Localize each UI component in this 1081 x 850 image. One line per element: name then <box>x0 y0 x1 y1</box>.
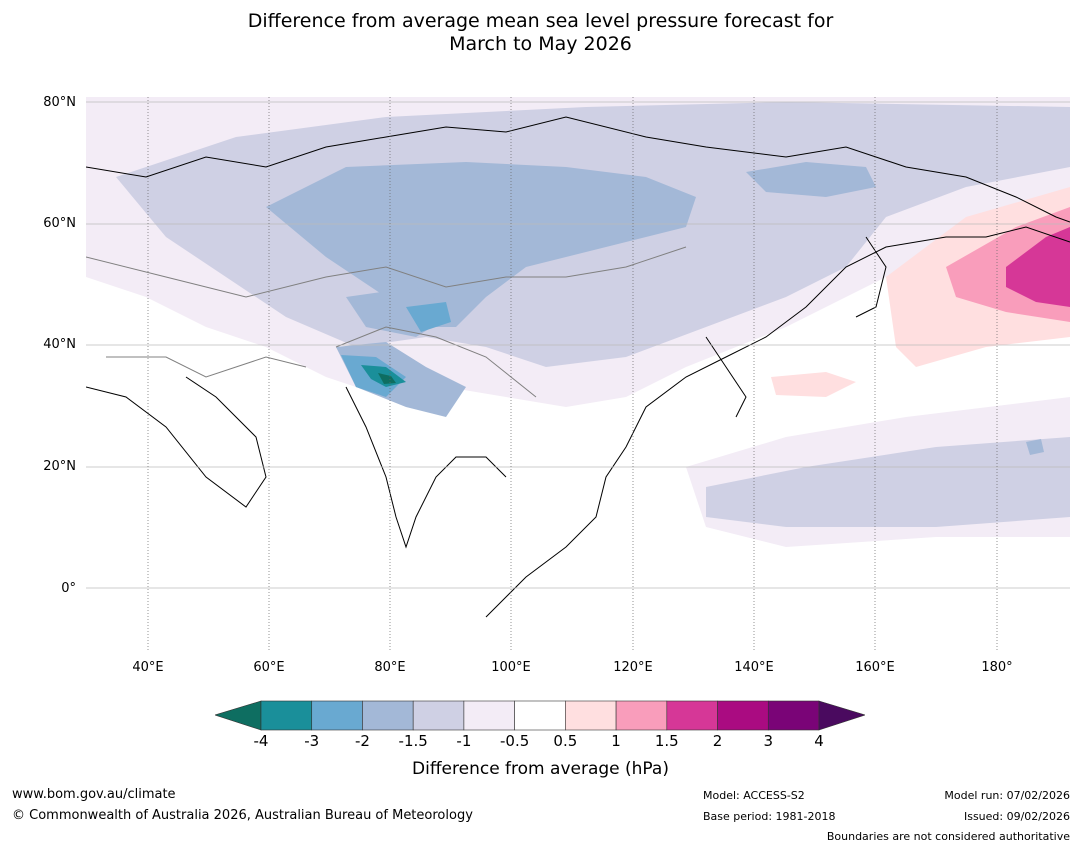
lon-label-80e: 80°E <box>374 660 406 675</box>
lon-label-140e: 140°E <box>734 660 774 675</box>
anomaly-contours <box>86 97 1070 547</box>
colorbar-segment <box>412 700 465 731</box>
colorbar-segment <box>666 700 718 731</box>
coast-arctic <box>86 116 1070 223</box>
colorbar-segment <box>260 700 313 731</box>
lon-label-180: 180° <box>981 660 1013 675</box>
lat-label-0: 0° <box>61 581 76 596</box>
lon-label-100e: 100°E <box>491 660 531 675</box>
boundaries-disclaimer: Boundaries are not considered authoritat… <box>826 830 1070 843</box>
issued-date: Issued: 09/02/2026 <box>963 810 1070 823</box>
colorbar-tick-label: 4 <box>814 732 824 750</box>
base-period: Base period: 1981-2018 <box>703 810 836 823</box>
coast-arabia <box>86 376 267 508</box>
pressure-anomaly-map <box>86 97 1070 650</box>
contour-magenta <box>1006 227 1070 307</box>
colorbar-tick-label: 3 <box>763 732 774 750</box>
colorbar <box>215 700 865 731</box>
copyright-text: © Commonwealth of Australia 2026, Austra… <box>12 808 473 823</box>
colorbar-segment <box>514 700 566 731</box>
contour-pink-small <box>771 372 856 397</box>
chart-title: Difference from average mean sea level p… <box>0 10 1081 56</box>
colorbar-segment <box>463 700 515 731</box>
map-svg <box>86 97 1070 650</box>
colorbar-tick-label: -2 <box>354 732 370 750</box>
colorbar-tick-label: -4 <box>253 732 269 750</box>
colorbar-extend-high <box>818 700 865 731</box>
model-name: Model: ACCESS-S2 <box>703 789 805 802</box>
title-line-2: March to May 2026 <box>449 33 632 55</box>
title-line-1: Difference from average mean sea level p… <box>247 10 834 32</box>
colorbar-tick-label: 0.5 <box>553 732 578 750</box>
lon-label-120e: 120°E <box>613 660 653 675</box>
graticule <box>86 97 1070 650</box>
lat-label-20: 20°N <box>43 459 76 474</box>
coastlines <box>86 116 1070 618</box>
contour-blue-pacific-spot <box>1026 439 1044 455</box>
colorbar-segment <box>717 700 769 731</box>
colorbar-segments <box>215 700 865 731</box>
contour-blue-east <box>746 162 876 197</box>
coast-japan <box>705 336 747 418</box>
colorbar-tick-label: 1 <box>611 732 621 750</box>
coast-india <box>345 386 507 549</box>
contour-deep-teal <box>378 373 396 384</box>
colorbar-tick-label: -3 <box>304 732 320 750</box>
colorbar-segment <box>565 700 617 731</box>
colorbar-extend-low <box>215 700 262 731</box>
colorbar-segment <box>615 700 668 731</box>
colorbar-tick-label: 1.5 <box>654 732 679 750</box>
contour-blue-dark-1 <box>406 302 451 332</box>
contour-lavender-pacific-inner <box>706 437 1070 527</box>
colorbar-tick-label: -1.5 <box>398 732 428 750</box>
lon-label-40e: 40°E <box>132 660 164 675</box>
colorbar-tick-label: -1 <box>456 732 472 750</box>
border-middle-east <box>106 356 307 378</box>
country-borders <box>86 246 687 398</box>
border-china-west <box>335 326 537 398</box>
colorbar-label: Difference from average (hPa) <box>412 759 669 779</box>
colorbar-segment <box>362 700 414 731</box>
contour-blue-siberia <box>266 162 696 327</box>
model-run-date: Model run: 07/02/2026 <box>944 789 1070 802</box>
colorbar-segment <box>767 700 820 731</box>
border-russia-south <box>86 246 687 298</box>
colorbar-segment <box>311 700 363 731</box>
coast-pacific <box>485 226 1070 618</box>
lon-label-60e: 60°E <box>253 660 285 675</box>
lon-label-160e: 160°E <box>855 660 895 675</box>
coast-kamchatka <box>855 236 887 318</box>
website-link[interactable]: www.bom.gov.au/climate <box>12 787 176 802</box>
lat-label-80: 80°N <box>43 95 76 110</box>
colorbar-tick-label: 2 <box>712 732 723 750</box>
lat-label-40: 40°N <box>43 337 76 352</box>
colorbar-tick-label: -0.5 <box>499 732 530 750</box>
lat-label-60: 60°N <box>43 216 76 231</box>
